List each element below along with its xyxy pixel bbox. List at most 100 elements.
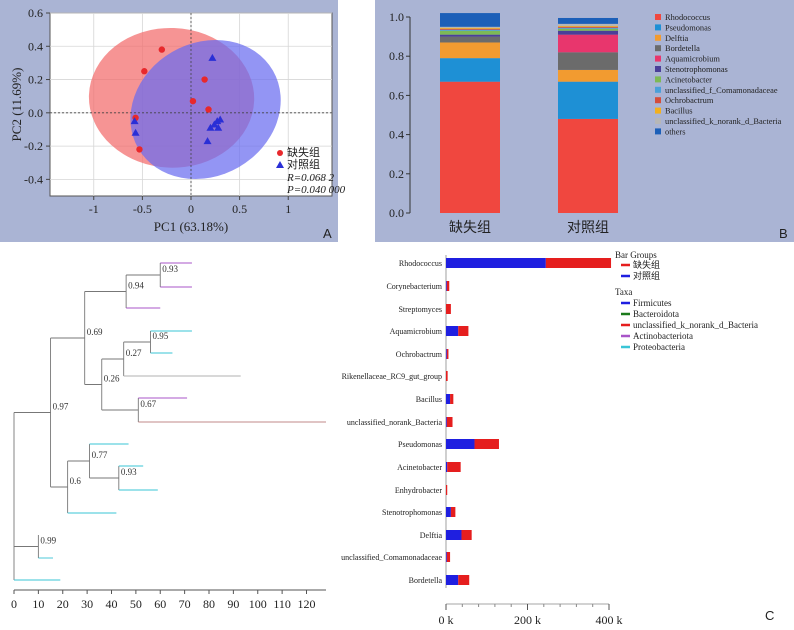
taxon-label: Corynebacterium <box>386 282 442 291</box>
tree-x-tick-label: 70 <box>179 597 191 611</box>
tree-x-tick-label: 10 <box>32 597 44 611</box>
taxon-label: Stenotrophomonas <box>382 508 442 517</box>
taxon-label: Delftia <box>420 531 443 540</box>
abundance-bar-segment <box>446 462 448 472</box>
taxon-label: Ochrobactrum <box>396 350 443 359</box>
legend-label: unclassified_k_norank_d_Bacteria <box>665 117 782 126</box>
legend-swatch <box>655 97 661 104</box>
legend-swatch <box>655 14 661 20</box>
x-tick-label: 0 <box>188 202 194 216</box>
panel-a-label: A <box>323 226 332 241</box>
legend-label: Pseudomonas <box>665 23 711 32</box>
taxa-abundance-bar-chart: Rhodococcus Corynebacterium Streptomyces Aq… <box>341 250 758 627</box>
y-tick-label: 0.0 <box>389 206 404 220</box>
abundance-bar-segment <box>446 417 453 427</box>
legend-label: 对照组 <box>633 270 660 281</box>
y-tick-label: 0.4 <box>28 39 43 53</box>
abundance-bar-segment <box>458 326 469 336</box>
data-point <box>216 115 225 123</box>
taxon-label: Rhodococcus <box>399 259 442 268</box>
abundance-bar-segment <box>450 394 454 404</box>
bar-x-tick-label: 400 k <box>596 613 623 627</box>
abundance-bar-segment <box>446 417 447 427</box>
abundance-bar-segment <box>446 326 459 336</box>
legend-swatch <box>655 86 661 93</box>
bootstrap-label: 0.95 <box>153 331 169 341</box>
data-point <box>206 123 215 131</box>
legend-marker <box>276 161 284 168</box>
stacked-bar-segment <box>558 118 618 213</box>
tree-x-tick-label: 40 <box>106 597 118 611</box>
panel-c-label: C <box>765 608 775 623</box>
abundance-bar-segment <box>446 258 546 268</box>
x-category-label: 缺失组 <box>449 220 491 236</box>
bootstrap-label: 0.6 <box>70 476 82 486</box>
abundance-bar-segment <box>446 530 462 540</box>
stacked-bar-segment <box>558 69 618 82</box>
stacked-bar-segment <box>440 81 500 214</box>
legend-label: Firmicutes <box>633 298 672 308</box>
x-tick-label: 1 <box>285 202 291 216</box>
data-point <box>130 117 139 125</box>
data-point <box>158 46 166 53</box>
tree-x-tick-label: 80 <box>203 597 215 611</box>
legend-label: unclassified_f_Comamonadaceae <box>665 86 778 95</box>
bar-x-tick-label: 200 k <box>514 613 541 627</box>
legend-label: Aquamicrobium <box>665 55 720 64</box>
legend-label: Stenotrophomonas <box>665 65 728 74</box>
legend-swatch <box>655 76 661 83</box>
data-point <box>136 146 143 153</box>
y-tick-label: 1.0 <box>389 10 404 24</box>
legend-label: Bacillus <box>665 107 692 116</box>
stacked-bar-segment <box>440 29 500 31</box>
abundance-bar-segment <box>446 485 448 495</box>
stacked-bar-segment <box>440 27 500 29</box>
bootstrap-label: 0.97 <box>53 402 69 412</box>
taxon-label: Aquamicrobium <box>390 327 443 336</box>
stacked-bar-segment <box>440 28 500 30</box>
legend-label: 对照组 <box>287 157 320 171</box>
y-tick-label: -0.4 <box>24 172 43 186</box>
stacked-bar-segment <box>558 23 618 26</box>
abundance-bar-segment <box>446 304 451 314</box>
y-tick-label: 0.4 <box>389 128 404 142</box>
tree-x-tick-label: 120 <box>298 597 316 611</box>
x-tick-label: 0.5 <box>232 202 247 216</box>
y-tick-label: 0.6 <box>28 6 43 20</box>
bootstrap-label: 0.26 <box>104 374 120 384</box>
x-tick-label: -1 <box>89 202 99 216</box>
abundance-bar-segment <box>458 575 470 585</box>
tree-x-tick-label: 100 <box>249 597 267 611</box>
bootstrap-label: 0.77 <box>92 450 108 460</box>
stacked-bar-segment <box>558 25 618 27</box>
tree-x-tick-label: 30 <box>81 597 93 611</box>
legend-swatch <box>655 128 661 135</box>
legend-swatch <box>655 66 661 72</box>
legend-label: Bordetella <box>665 44 700 53</box>
stacked-bar-segment <box>440 58 500 82</box>
bootstrap-label: 0.93 <box>121 467 137 477</box>
tree-x-tick-label: 60 <box>154 597 166 611</box>
y-axis-label: PC2 (11.69%) <box>9 68 24 142</box>
taxon-label: Pseudomonas <box>398 440 442 449</box>
abundance-bar-segment <box>446 575 459 585</box>
y-tick-label: 0.0 <box>28 106 43 120</box>
data-point <box>203 137 212 145</box>
abundance-bar-segment <box>545 258 612 268</box>
data-point <box>201 76 208 83</box>
abundance-bar-segment <box>446 507 451 517</box>
legend-swatch <box>655 118 661 124</box>
stacked-bar-segment <box>558 28 618 31</box>
tree-x-tick-label: 90 <box>227 597 239 611</box>
phylogenetic-tree: 0.93 0.94 0.95 0.27 0.67 0.26 0.69 0.93 0.77 0.6 0… <box>11 262 326 611</box>
y-tick-label: 0.2 <box>389 167 404 181</box>
abundance-bar-segment <box>446 394 451 404</box>
abundance-bar-segment <box>474 439 499 449</box>
legend-label: Actinobacteriota <box>633 331 693 341</box>
legend-swatch <box>655 45 661 52</box>
stacked-bar-segment <box>558 81 618 119</box>
taxon-label: unclassified_Comamonadaceae <box>341 553 442 562</box>
stacked-bar-segment <box>440 13 500 27</box>
taxon-label: Rikenellaceae_RC9_gut_group <box>342 372 442 381</box>
bootstrap-label: 0.99 <box>40 536 56 546</box>
